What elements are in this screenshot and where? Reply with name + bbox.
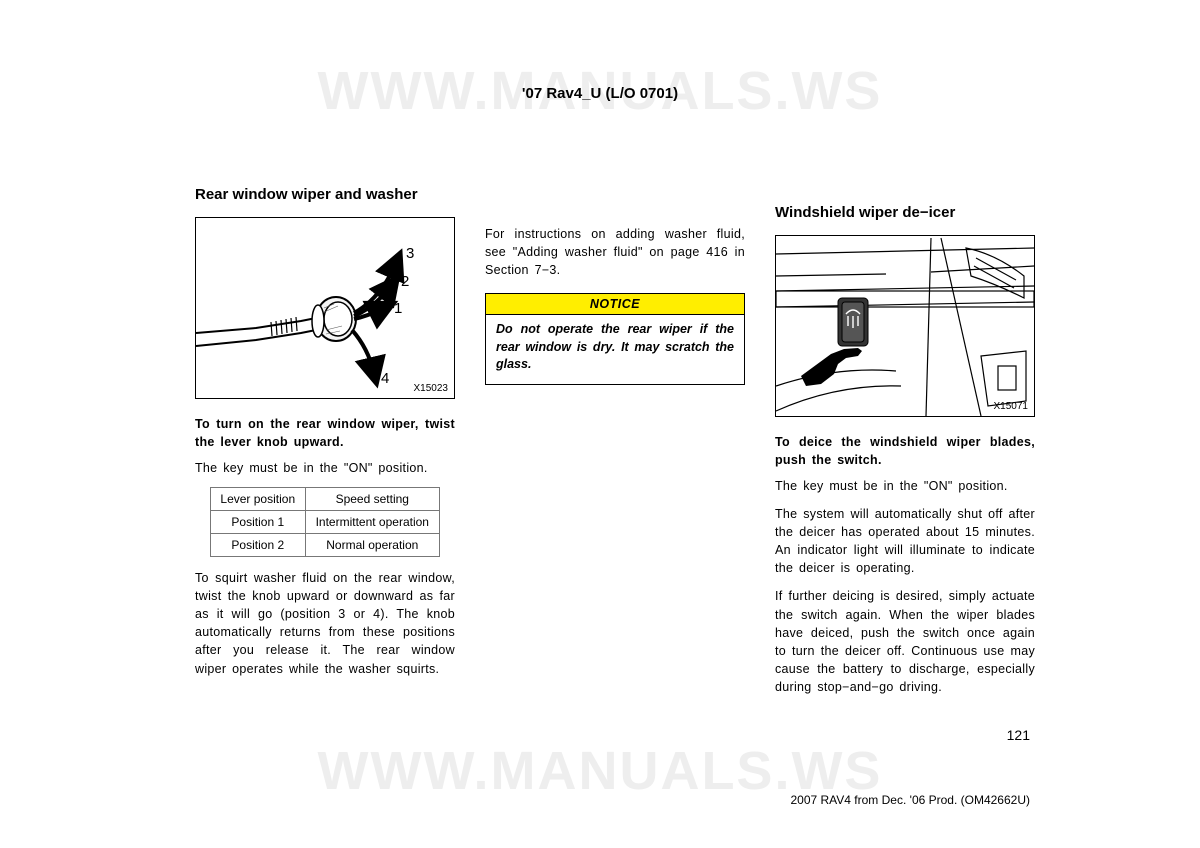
footer-text: 2007 RAV4 from Dec. '06 Prod. (OM42662U) (790, 793, 1030, 807)
lever-position-table: Lever position Speed setting Position 1 … (210, 487, 440, 557)
figure-id-left: X15023 (414, 383, 448, 394)
notice-box: NOTICE Do not operate the rear wiper if … (485, 293, 745, 385)
key-on-note-left: The key must be in the "ON" position. (195, 459, 455, 477)
auto-shutoff-para: The system will automatically shut off a… (775, 505, 1035, 578)
instruction-deice: To deice the windshield wiper blades, pu… (775, 433, 1035, 469)
figure-deicer-switch: X15071 (775, 235, 1035, 417)
table-row: Lever position Speed setting (211, 487, 440, 510)
table-header-lever: Lever position (211, 487, 306, 510)
manual-page: WWW.MANUALS.WS WWW.MANUALS.WS '07 Rav4_U… (0, 0, 1200, 848)
table-cell: Position 2 (211, 533, 306, 556)
section-title-deicer: Windshield wiper de−icer (775, 203, 1035, 223)
svg-text:2: 2 (401, 273, 409, 290)
washer-fluid-squirt-para: To squirt washer fluid on the rear windo… (195, 569, 455, 678)
washer-fluid-ref-para: For instructions on adding washer fluid,… (485, 225, 745, 279)
table-cell: Intermittent operation (305, 510, 439, 533)
deicer-switch-illustration (776, 236, 1034, 416)
page-number: 121 (1007, 727, 1030, 743)
figure-id-right: X15071 (994, 401, 1028, 412)
column-middle: For instructions on adding washer fluid,… (485, 185, 745, 706)
table-row: Position 2 Normal operation (211, 533, 440, 556)
column-left: Rear window wiper and washer (195, 185, 455, 706)
table-cell: Position 1 (211, 510, 306, 533)
page-header: '07 Rav4_U (L/O 0701) (0, 85, 1200, 102)
svg-text:1: 1 (394, 300, 402, 317)
content-columns: Rear window wiper and washer (195, 185, 1035, 706)
table-cell: Normal operation (305, 533, 439, 556)
figure-rear-wiper-lever: 3 2 1 4 X15023 (195, 217, 455, 399)
further-deicing-para: If further deicing is desired, simply ac… (775, 587, 1035, 696)
notice-heading: NOTICE (486, 294, 744, 315)
instruction-turn-on-wiper: To turn on the rear window wiper, twist … (195, 415, 455, 451)
section-title-rear-wiper: Rear window wiper and washer (195, 185, 455, 205)
rear-wiper-lever-illustration: 3 2 1 4 (196, 218, 454, 398)
svg-text:4: 4 (381, 370, 389, 387)
notice-body-text: Do not operate the rear wiper if the rea… (486, 315, 744, 384)
key-on-note-right: The key must be in the "ON" position. (775, 477, 1035, 495)
table-row: Position 1 Intermittent operation (211, 510, 440, 533)
table-header-speed: Speed setting (305, 487, 439, 510)
column-right: Windshield wiper de−icer (775, 185, 1035, 706)
svg-text:3: 3 (406, 245, 414, 262)
